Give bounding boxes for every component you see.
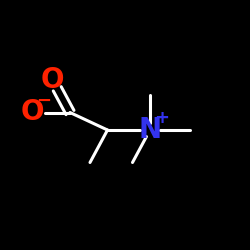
Text: N: N: [138, 116, 162, 144]
Text: −: −: [36, 92, 51, 110]
Text: O: O: [21, 98, 44, 126]
Text: +: +: [154, 109, 170, 127]
Text: O: O: [41, 66, 64, 94]
